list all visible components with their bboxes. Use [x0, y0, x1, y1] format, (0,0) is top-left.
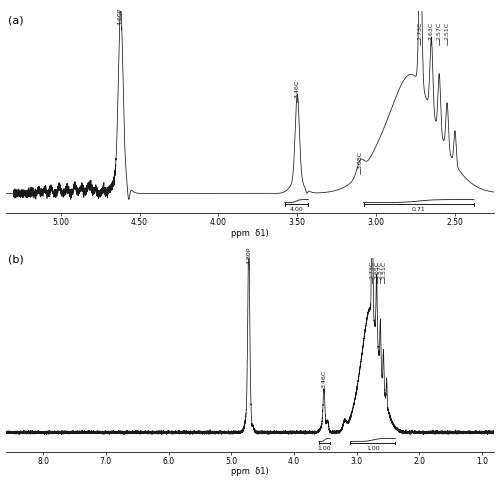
Text: (a): (a) [8, 15, 24, 26]
Text: 3.46C: 3.46C [322, 370, 326, 388]
Text: 4.60P: 4.60P [118, 8, 123, 25]
Text: 3.46C: 3.46C [295, 80, 300, 98]
Text: 1.00: 1.00 [318, 445, 332, 451]
X-axis label: ppm  δ1): ppm δ1) [231, 468, 269, 476]
Text: 2.51C: 2.51C [444, 22, 450, 40]
Text: 2.57C: 2.57C [436, 22, 442, 40]
Text: 2.73C: 2.73C [370, 261, 374, 279]
Text: 0.71: 0.71 [412, 207, 426, 212]
Text: 2.51C: 2.51C [381, 261, 386, 279]
Text: 2.65C: 2.65C [374, 261, 379, 279]
Text: 2.73C: 2.73C [418, 22, 423, 40]
X-axis label: ppm  δ1): ppm δ1) [231, 228, 269, 238]
Text: 1.00: 1.00 [366, 445, 380, 451]
Text: 4.00: 4.00 [290, 207, 304, 212]
Text: 4.80P: 4.80P [246, 247, 251, 264]
Text: 2.57C: 2.57C [378, 261, 383, 279]
Text: 3.08C: 3.08C [358, 151, 363, 169]
Text: 2.63C: 2.63C [429, 22, 434, 40]
Text: (b): (b) [8, 254, 24, 265]
